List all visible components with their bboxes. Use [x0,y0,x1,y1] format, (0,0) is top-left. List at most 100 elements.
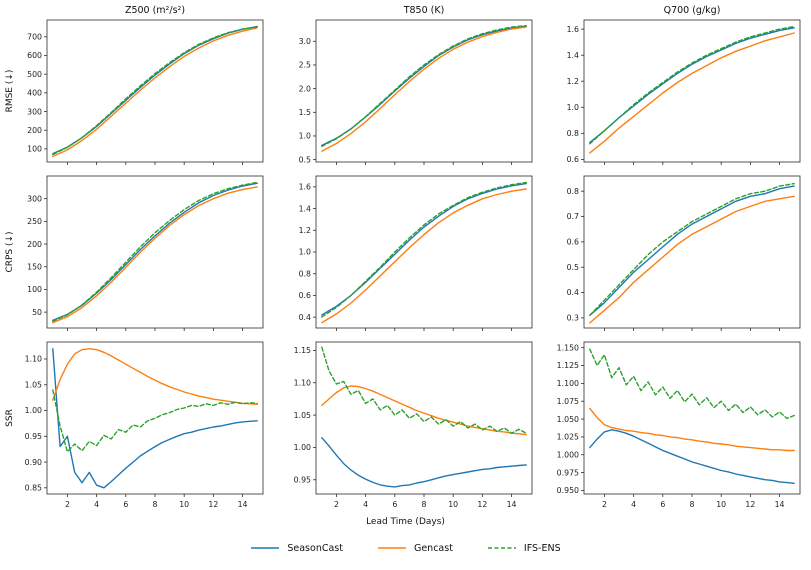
y-tick-label: 50 [32,308,42,317]
series-line-seasoncast [589,185,795,317]
series-line-gencast [321,26,527,152]
y-tick-label: 1.100 [557,379,579,388]
y-tick-label: 700 [27,33,42,42]
y-tick-label: 200 [27,240,42,249]
y-tick-label: 0.8 [299,269,311,278]
y-tick-label: 0.4 [299,313,311,322]
y-tick-label: 1.0 [299,248,311,257]
x-tick-label: 6 [660,500,665,509]
series-line-gencast [52,27,258,158]
series-line-ifs-ens [589,25,795,145]
series-line-ifs-ens [321,181,527,318]
legend-line-sample-icon [377,547,406,549]
y-tick-label: 1.5 [299,108,311,117]
series-line-ifs-ens [589,348,795,420]
x-axis-label: Lead Time (Days) [366,517,445,527]
y-tick-label: 3.0 [299,37,311,46]
x-tick-label: 4 [363,500,368,509]
x-tick-label: 12 [745,500,755,509]
y-tick-label: 1.0 [567,103,579,112]
y-tick-label: 600 [27,51,42,60]
x-tick-label: 12 [208,500,218,509]
chart-svg-crps-t850: 0.4 0.6 0.8 1.0 1.2 1.4 1.6 [299,175,533,331]
y-tick-label: 0.4 [567,288,579,297]
x-tick-label: 2 [334,500,339,509]
y-tick-label: 1.050 [557,415,579,424]
chart-svg-rmse-z500: Z500 (m²/s²) RMSE (↓) 100 200 300 400 500 600 70… [5,5,264,165]
chart-ssr-z500: SSR 0.85 0.90 0.95 1.00 1.05 1.10 2 4 6 8 10 12 14 [3,334,272,516]
x-tick-label: 14 [775,500,785,509]
y-tick-label: 1.6 [567,25,579,34]
y-tick-label: 1.075 [557,397,579,406]
y-tick-label: 1.10 [25,355,42,364]
x-tick-label: 4 [94,500,99,509]
y-tick-label: 300 [27,107,42,116]
y-tick-label: 0.3 [567,314,579,323]
x-tick-label: 14 [507,500,517,509]
plot-area [46,19,264,163]
series-line-gencast [321,188,527,324]
y-tick-label: 400 [27,89,42,98]
x-tick-label: 10 [179,500,189,509]
chart-title: Z500 (m²/s²) [125,5,185,16]
y-tick-label: 1.00 [294,443,311,452]
chart-title: T850 (K) [403,5,445,16]
y-tick-label: 1.025 [557,433,579,442]
plot-area [315,19,533,163]
series-line-gencast [52,186,258,324]
y-tick-label: 300 [27,194,42,203]
y-tick-label: 200 [27,126,42,135]
series-line-gencast [321,385,527,436]
y-tick-label: 0.950 [557,486,579,495]
series-line-ifs-ens [52,389,258,453]
series-line-ifs-ens [321,346,527,434]
y-tick-label: 0.6 [567,155,579,164]
y-tick-label: 0.8 [567,187,579,196]
legend-item-seasoncast: SeasonCast [250,543,343,554]
legend-item-gencast: Gencast [377,543,453,554]
plot-area [583,19,801,163]
x-tick-label: 4 [631,500,636,509]
chart-crps-z500: CRPS (↓) 50 100 150 200 250 300 [3,168,272,334]
y-tick-label: 0.8 [567,129,579,138]
legend-label: Gencast [413,542,453,554]
chart-crps-t850: 0.4 0.6 0.8 1.0 1.2 1.4 1.6 [272,168,540,334]
series-line-gencast [589,32,795,154]
y-tick-label: 500 [27,70,42,79]
y-tick-label: 1.4 [299,204,311,213]
y-tick-label: 0.85 [25,484,42,493]
x-tick-label: 10 [716,500,726,509]
y-tick-label: 1.05 [294,411,311,420]
chart-rmse-q700: Q700 (g/kg) 0.6 0.8 1.0 1.2 1.4 1.6 [540,2,808,168]
y-tick-label: 0.90 [25,458,42,467]
y-axis-title: RMSE (↓) [5,70,15,113]
legend-line-sample-icon [251,547,280,549]
y-tick-label: 1.00 [25,406,42,415]
y-tick-label: 1.150 [557,343,579,352]
chart-svg-rmse-q700: Q700 (g/kg) 0.6 0.8 1.0 1.2 1.4 1.6 [567,5,801,165]
y-axis-title: SSR [5,409,15,427]
legend-label: SeasonCast [287,542,343,554]
y-tick-label: 1.10 [294,378,311,387]
chart-rmse-t850: T850 (K) 0.5 1.0 1.5 2.0 2.5 3.0 [272,2,540,168]
y-tick-label: 0.5 [567,263,579,272]
x-tick-label: 8 [690,500,695,509]
series-line-ifs-ens [589,182,795,317]
y-tick-label: 0.5 [299,155,311,164]
y-tick-label: 150 [27,262,42,271]
y-tick-label: 1.2 [299,226,311,235]
chart-svg-ssr-q700: 0.950 0.975 1.000 1.025 1.050 1.075 1.100 1.125… [557,341,801,509]
plot-area [583,341,801,495]
plot-area [583,175,801,329]
y-tick-label: 1.15 [294,346,311,355]
y-tick-label: 250 [27,217,42,226]
chart-rmse-z500: Z500 (m²/s²) RMSE (↓) 100 200 300 400 500 600 70… [3,2,272,168]
chart-svg-crps-q700: 0.3 0.4 0.5 0.6 0.7 0.8 [567,175,801,331]
y-tick-label: 1.000 [557,450,579,459]
x-tick-label: 6 [392,500,397,509]
chart-crps-q700: 0.3 0.4 0.5 0.6 0.7 0.8 [540,168,808,334]
chart-svg-ssr-z500: SSR 0.85 0.90 0.95 1.00 1.05 1.10 2 4 6 8 10 12 14 [5,341,264,509]
y-tick-label: 0.6 [299,291,311,300]
x-tick-label: 12 [477,500,487,509]
